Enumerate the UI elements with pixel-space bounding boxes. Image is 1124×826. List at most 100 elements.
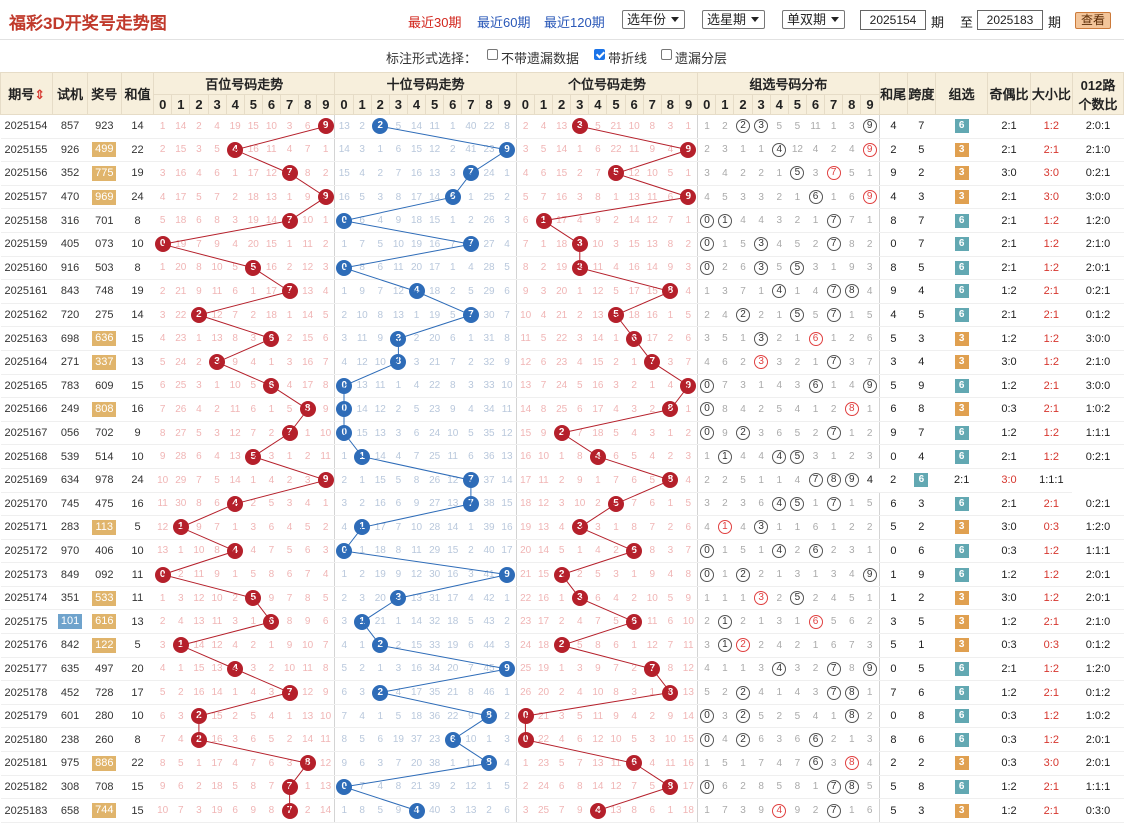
group-hit: 0 [697, 374, 716, 399]
parity-select[interactable]: 单双期 [782, 10, 845, 29]
miss-value: 4 [244, 349, 263, 375]
miss-value: 6 [208, 492, 227, 517]
miss-value: 17 [171, 185, 190, 210]
miss-value: 15 [679, 727, 699, 753]
miss-value: 5 [353, 727, 372, 753]
link-recent-60[interactable]: 最近60期 [477, 15, 531, 30]
miss-value: 1 [570, 279, 589, 304]
odd-even-cell: 3:0 [987, 161, 1031, 186]
hit-ball: 0 [153, 562, 172, 587]
miss-value: 21 [371, 609, 390, 635]
miss-value: 11 [208, 609, 227, 635]
table-row: 2025182 308 708 15 9 6 2 18 5 8 7 7 1 13 0 7 4 8 21 39 2 12 1 5… [0, 775, 1124, 800]
checkbox-missing-layers[interactable] [661, 49, 672, 60]
miss-value: 14 [262, 208, 281, 233]
checkbox-polyline[interactable] [594, 49, 605, 60]
group-miss: 2 [715, 467, 734, 493]
hit-ball: 2 [371, 680, 390, 705]
option-missing-layers-label[interactable]: 遗漏分层 [675, 51, 728, 66]
miss-value: 17 [552, 208, 571, 233]
miss-value: 3 [461, 374, 480, 399]
miss-value: 9 [189, 515, 208, 540]
weekday-select[interactable]: 选星期 [702, 10, 765, 29]
miss-value: 4 [552, 515, 571, 540]
miss-value: 6 [534, 349, 553, 375]
to-period-input[interactable]: 2025183 [977, 10, 1043, 30]
digit-header-tens-4: 4 [406, 94, 427, 115]
trial-cell: 658 [52, 798, 88, 823]
miss-value: 20 [552, 279, 571, 304]
miss-value: 11 [153, 492, 172, 517]
group-miss: 6 [806, 515, 825, 540]
miss-value: 5 [189, 185, 208, 210]
group-hit: 4 [770, 798, 789, 823]
miss-value: 8 [606, 680, 626, 705]
col-trial: 试机 [52, 72, 88, 115]
miss-value: 4 [153, 185, 172, 210]
miss-value: 4 [534, 114, 553, 139]
miss-value: 6 [606, 633, 626, 658]
miss-value: 9 [353, 279, 372, 304]
miss-value: 20 [407, 256, 426, 281]
miss-value: 16 [552, 185, 571, 210]
group-hit: 6 [806, 374, 825, 399]
miss-value: 2 [407, 326, 426, 351]
period-cell: 2025169 [0, 467, 53, 493]
group-miss: 1 [770, 515, 789, 540]
link-recent-120[interactable]: 最近120期 [544, 15, 605, 30]
digit-header-group-4: 4 [769, 94, 789, 115]
miss-value: 11 [189, 562, 208, 587]
miss-value: 10 [226, 374, 245, 399]
group-type-cell: 6 [935, 703, 988, 729]
miss-value: 3 [643, 421, 662, 446]
digit-header-tens-8: 8 [479, 94, 499, 115]
miss-value: 7 [353, 775, 372, 800]
miss-value: 17 [407, 185, 426, 210]
period-cell: 2025179 [0, 703, 53, 729]
miss-value: 19 [534, 657, 553, 682]
miss-value: 10 [316, 421, 336, 446]
checkbox-no-missing[interactable] [487, 49, 498, 60]
hit-ball: 7 [280, 680, 299, 705]
group-miss: 3 [697, 492, 716, 517]
miss-value: 5 [389, 114, 408, 139]
miss-value: 19 [208, 798, 227, 823]
miss-value: 29 [425, 539, 444, 564]
option-polyline-label[interactable]: 带折线 [608, 51, 648, 66]
col-period[interactable]: 期号⇕ [0, 72, 54, 115]
view-button[interactable]: 查看 [1075, 12, 1111, 29]
miss-value: 4 [316, 279, 336, 304]
tail-cell: 6 [879, 492, 908, 517]
miss-value: 8 [389, 185, 408, 210]
group-miss: 1 [842, 421, 861, 446]
miss-value: 10 [280, 657, 299, 682]
digit-header-units-3: 3 [570, 94, 590, 115]
sum-cell: 19 [121, 279, 154, 304]
group-hit: 3 [752, 114, 771, 139]
sort-icon[interactable]: ⇕ [34, 87, 46, 102]
miss-value: 11 [534, 467, 553, 493]
digit-header-tens-5: 5 [425, 94, 445, 115]
option-no-missing-label[interactable]: 不带遗漏数据 [501, 51, 580, 66]
group-miss: 12 [788, 138, 807, 163]
miss-value: 5 [389, 467, 408, 493]
hit-ball: 0 [334, 397, 354, 422]
odd-even-cell: 2:1 [987, 138, 1031, 163]
miss-value: 3 [189, 138, 208, 163]
from-period-input[interactable]: 2025154 [860, 10, 926, 30]
mod3-cell: 0:3:0 [1072, 798, 1124, 823]
year-select[interactable]: 选年份 [622, 10, 685, 29]
group-type-cell: 3 [935, 798, 988, 823]
span-cell: 4 [907, 444, 936, 469]
link-recent-30[interactable]: 最近30期 [408, 15, 462, 30]
miss-value: 3 [262, 680, 281, 705]
miss-value: 12 [298, 680, 317, 705]
big-small-cell: 1:2 [1030, 539, 1073, 564]
miss-value: 4 [262, 467, 281, 493]
hit-ball: 5 [606, 161, 626, 186]
table-row: 2025166 249 808 16 7 26 4 2 11 6 1 5 8 9 0 14 12 2 5 23 9 4 34… [0, 397, 1124, 422]
span-cell: 9 [907, 374, 936, 399]
miss-value: 9 [208, 562, 227, 587]
miss-value: 2 [389, 633, 408, 658]
big-small-cell: 1:2 [1030, 585, 1073, 611]
